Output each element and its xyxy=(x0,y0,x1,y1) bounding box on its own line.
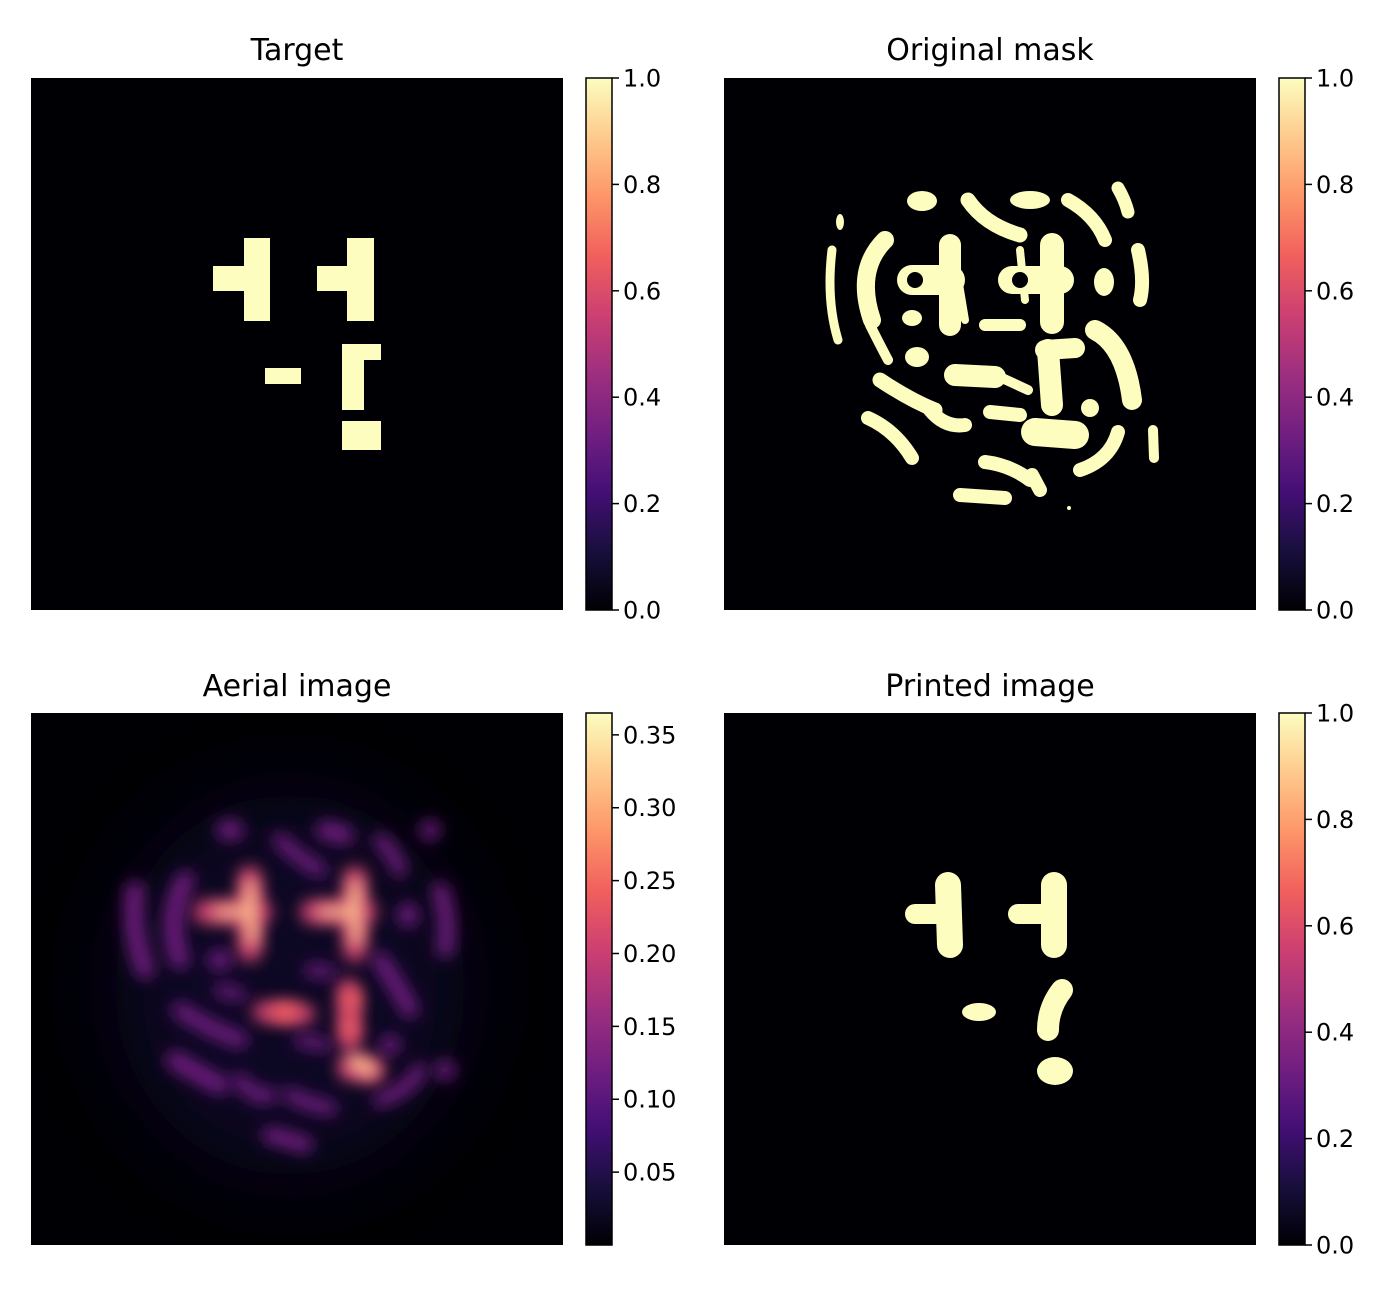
heatmap-target xyxy=(31,78,563,610)
colorbar-tick-label: 0.05 xyxy=(623,1159,676,1187)
printed-features xyxy=(905,872,1073,1085)
colorbar-tick-label: 0.6 xyxy=(1316,912,1354,940)
colorbar-tick-label: 0.2 xyxy=(1316,490,1354,518)
colorbar-tick-label: 0.4 xyxy=(1316,1019,1354,1047)
colorbar-tick-label: 0.2 xyxy=(623,490,661,518)
colorbar-ticks-aerial-image: 0.05 0.10 0.15 0.20 0.25 0.30 0.35 xyxy=(612,721,676,1187)
title-original-mask: Original mask xyxy=(886,33,1094,68)
heatmap-printed-image xyxy=(724,713,1256,1245)
colorbar-tick-label: 0.8 xyxy=(1316,171,1354,199)
title-target: Target xyxy=(250,33,344,68)
colorbar-ticks-original-mask: 0.0 0.2 0.4 0.6 0.8 1.0 xyxy=(1305,65,1354,625)
colorbar-tick-label: 0.8 xyxy=(1316,806,1354,834)
colorbar-tick-label: 1.0 xyxy=(1316,700,1354,728)
colorbar-tick-label: 0.15 xyxy=(623,1013,676,1041)
colorbar-tick-label: 0.0 xyxy=(1316,597,1354,625)
heatmap-original-mask xyxy=(724,78,1256,610)
panel-printed-image: Printed image 0.0 0.2 0.4 0.6 0.8 1.0 xyxy=(724,669,1354,1260)
colorbar-tick-label: 0.35 xyxy=(623,721,676,749)
target-features xyxy=(213,238,381,450)
colorbar-tick-label: 0.4 xyxy=(623,384,661,412)
colorbar-tick-label: 0.4 xyxy=(1316,384,1354,412)
colorbar-tick-label: 0.2 xyxy=(1316,1125,1354,1153)
colorbar-tick-label: 0.6 xyxy=(623,277,661,305)
panel-aerial-image: Aerial image xyxy=(31,669,676,1246)
colorbar-tick-label: 0.20 xyxy=(623,940,676,968)
colorbar-target: 0.0 0.2 0.4 0.6 0.8 1.0 xyxy=(585,65,661,625)
aerial-intensity xyxy=(115,795,465,1175)
colorbar-tick-label: 0.0 xyxy=(1316,1232,1354,1260)
colorbar-ticks-printed-image: 0.0 0.2 0.4 0.6 0.8 1.0 xyxy=(1305,700,1354,1260)
colorbar-original-mask: 0.0 0.2 0.4 0.6 0.8 1.0 xyxy=(1278,65,1354,625)
colorbar-tick-label: 1.0 xyxy=(623,65,661,93)
colorbar-aerial-image: 0.05 0.10 0.15 0.20 0.25 0.30 0.35 xyxy=(585,712,676,1246)
panel-target: Target 0.0 0.2 0.4 0.6 0.8 1.0 xyxy=(31,33,661,625)
colorbar-printed-image: 0.0 0.2 0.4 0.6 0.8 1.0 xyxy=(1278,700,1354,1260)
colorbar-tick-label: 0.25 xyxy=(623,867,676,895)
panel-original-mask: Original mask xyxy=(724,33,1354,625)
colorbar-tick-label: 0.10 xyxy=(623,1086,676,1114)
colorbar-tick-label: 0.6 xyxy=(1316,277,1354,305)
colorbar-ticks-target: 0.0 0.2 0.4 0.6 0.8 1.0 xyxy=(612,65,661,625)
colorbar-tick-label: 0.30 xyxy=(623,794,676,822)
colorbar-tick-label: 1.0 xyxy=(1316,65,1354,93)
colorbar-tick-label: 0.8 xyxy=(623,171,661,199)
title-printed-image: Printed image xyxy=(885,669,1095,704)
mask-features xyxy=(825,181,1159,510)
colorbar-tick-label: 0.0 xyxy=(623,597,661,625)
title-aerial-image: Aerial image xyxy=(203,669,392,704)
